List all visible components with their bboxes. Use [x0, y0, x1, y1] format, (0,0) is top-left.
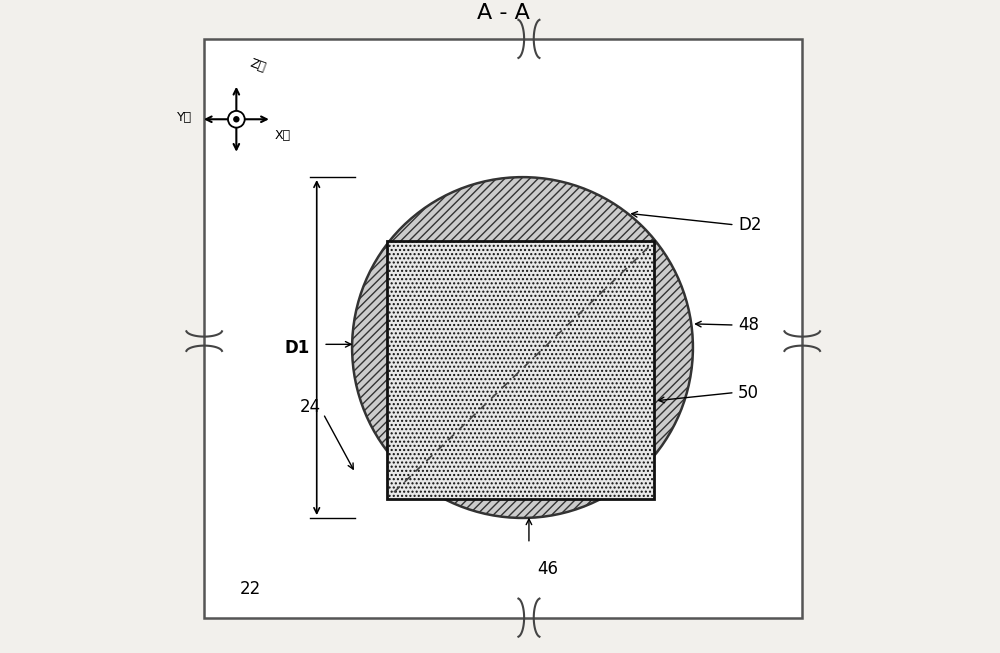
Bar: [387, 242, 654, 499]
Text: 50: 50: [738, 383, 759, 402]
Text: A - A: A - A: [477, 3, 530, 23]
Bar: [204, 39, 802, 618]
Text: 22: 22: [240, 581, 261, 598]
Text: D2: D2: [738, 216, 761, 234]
Text: 48: 48: [738, 316, 759, 334]
Text: Z轴: Z轴: [248, 57, 267, 74]
Circle shape: [228, 111, 245, 127]
Text: X轴: X轴: [275, 129, 291, 142]
Text: 24: 24: [300, 398, 321, 416]
Text: D1: D1: [285, 338, 310, 357]
Circle shape: [352, 177, 693, 518]
Text: 46: 46: [538, 560, 559, 578]
Circle shape: [233, 116, 240, 123]
Text: Y轴: Y轴: [177, 112, 192, 125]
